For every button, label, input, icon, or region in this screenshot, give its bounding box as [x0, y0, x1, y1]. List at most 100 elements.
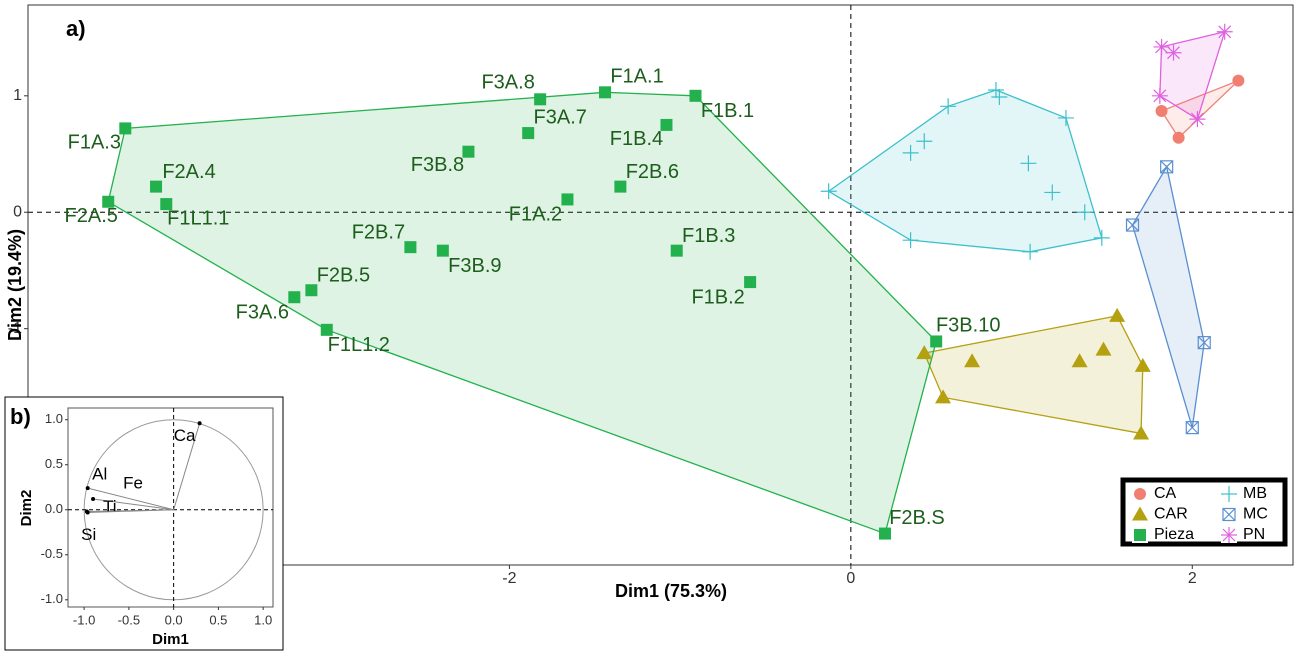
y-tick-label: 1: [13, 87, 22, 104]
marker: [670, 244, 683, 257]
marker: [878, 527, 891, 540]
marker: [1134, 529, 1146, 541]
marker: [902, 232, 919, 249]
marker: [1160, 160, 1174, 174]
marker-stroke: [1190, 112, 1204, 126]
point-label: F1B.4: [610, 128, 663, 150]
marker-shape: [660, 118, 673, 131]
marker: [119, 122, 132, 135]
marker-shape: [1109, 307, 1126, 322]
variable-label: Fe: [123, 473, 143, 492]
marker: [1095, 341, 1112, 356]
marker-shape: [1134, 488, 1146, 500]
x-tick-label: -1.0: [73, 612, 95, 627]
marker-shape: [744, 276, 757, 289]
marker: [561, 193, 574, 206]
marker-shape: [561, 193, 574, 206]
marker-stroke: [1185, 421, 1199, 435]
x-tick-label: 2: [1188, 570, 1197, 587]
point-label: F1A.1: [610, 66, 663, 88]
marker: [1134, 357, 1151, 372]
y-tick-label: -1.0: [41, 591, 63, 606]
panel-label: b): [10, 404, 31, 429]
marker-shape: [935, 389, 952, 404]
marker: [935, 389, 952, 404]
marker-shape: [119, 122, 132, 135]
marker: [660, 118, 673, 131]
variable-arrow: [87, 509, 174, 513]
marker-stroke: [1126, 218, 1139, 232]
marker-shape: [1071, 353, 1088, 368]
marker-shape: [930, 335, 943, 348]
marker-stroke: [1125, 218, 1140, 232]
point-label: F3B.8: [411, 154, 464, 176]
marker: [1151, 87, 1168, 104]
inset-plot-area: [67, 407, 274, 608]
marker-stroke: [1222, 508, 1236, 521]
marker-shape: [1134, 529, 1146, 541]
marker-stroke: [1197, 336, 1211, 350]
point-label: F1L1.2: [328, 334, 390, 356]
marker: [902, 144, 919, 161]
marker: [1071, 353, 1088, 368]
y-tick-label: 0: [13, 203, 22, 220]
variable-point: [91, 496, 96, 501]
marker-shape: [1095, 341, 1112, 356]
marker-stroke: [1167, 46, 1180, 60]
marker: [462, 145, 475, 158]
variable-arrow: [92, 498, 174, 511]
marker-shape: [599, 86, 612, 99]
panel-label: a): [66, 16, 86, 41]
marker-stroke: [1222, 528, 1236, 542]
point-label: F2B.S: [889, 507, 945, 529]
marker: [1165, 44, 1182, 61]
marker-stroke: [1155, 40, 1168, 54]
marker-shape: [160, 198, 173, 211]
marker-shape: [305, 284, 318, 297]
marker: [1093, 229, 1110, 246]
legend-label: Pieza: [1154, 526, 1194, 543]
marker: [1172, 131, 1185, 144]
marker-shape: [1232, 74, 1245, 87]
marker: [1133, 425, 1150, 440]
marker: [1155, 104, 1168, 117]
marker-stroke: [1160, 160, 1174, 174]
marker: [1044, 184, 1061, 201]
marker-stroke: [1222, 507, 1236, 522]
marker: [916, 133, 933, 150]
marker: [1134, 488, 1146, 500]
marker: [1057, 109, 1074, 126]
point-label: F1L1.1: [167, 207, 229, 229]
marker: [987, 81, 1004, 98]
x-tick-label: 0.0: [165, 612, 183, 627]
marker-shape: [522, 127, 535, 140]
marker: [689, 89, 702, 102]
marker-stroke: [1160, 160, 1174, 174]
y-tick-label: -1: [8, 320, 22, 337]
marker: [916, 345, 933, 360]
variable-point: [85, 510, 90, 515]
marker-shape: [288, 291, 301, 304]
marker-shape: [404, 241, 417, 254]
marker: [744, 276, 757, 289]
marker: [404, 241, 417, 254]
point-label: F3A.7: [534, 106, 587, 128]
marker-shape: [1172, 131, 1185, 144]
group-hull: [827, 89, 1103, 253]
marker: [1221, 527, 1237, 543]
variable-label: Al: [92, 465, 107, 484]
x-tick-label: 1.0: [254, 612, 272, 627]
marker: [320, 323, 333, 336]
marker: [1109, 307, 1126, 322]
x-tick-label: 0.5: [209, 612, 227, 627]
marker: [1125, 218, 1140, 232]
marker-shape: [462, 145, 475, 158]
marker-shape: [878, 527, 891, 540]
marker: [930, 335, 943, 348]
marker-stroke: [1185, 421, 1199, 435]
marker-stroke: [1218, 25, 1232, 39]
marker: [1232, 74, 1245, 87]
y-tick-label: 1.0: [45, 411, 63, 426]
marker: [1216, 23, 1233, 40]
point-label: F2B.7: [352, 221, 405, 243]
